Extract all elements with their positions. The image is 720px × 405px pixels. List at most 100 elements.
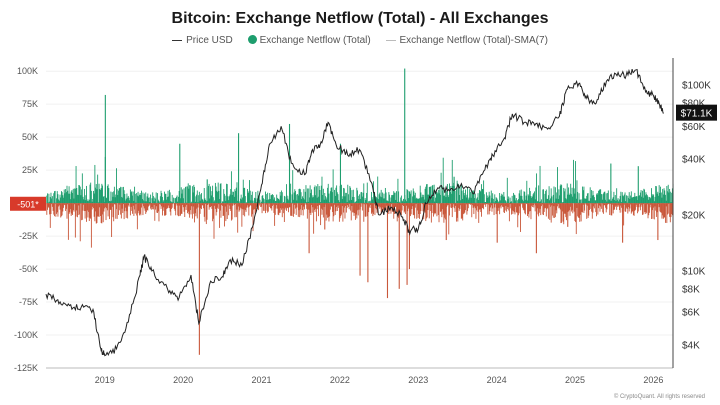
outflow-bar: [250, 203, 252, 206]
outflow-bar: [552, 203, 554, 216]
outflow-bar: [458, 203, 459, 208]
inflow-bar: [219, 198, 221, 204]
outflow-bar: [201, 203, 203, 206]
legend-sma[interactable]: Exchange Netflow (Total)-SMA(7): [385, 35, 548, 46]
outflow-bar: [614, 203, 616, 210]
netflow-spike: [637, 166, 639, 204]
outflow-bar: [52, 203, 54, 211]
outflow-bar: [664, 203, 666, 223]
inflow-bar: [536, 173, 538, 204]
netflow-spike: [657, 203, 659, 241]
inflow-bar: [458, 194, 460, 204]
inflow-bar: [557, 167, 558, 204]
outflow-bar: [501, 203, 503, 206]
inflow-bar: [384, 187, 386, 204]
inflow-bar: [178, 190, 180, 204]
outflow-bar: [79, 203, 81, 242]
inflow-bar: [669, 191, 671, 204]
outflow-bar: [237, 203, 239, 233]
inflow-bar: [203, 201, 204, 204]
outflow-bar: [429, 203, 431, 205]
outflow-bar: [126, 203, 128, 212]
outflow-bar: [144, 203, 146, 211]
inflow-bar: [462, 189, 464, 204]
outflow-bar: [608, 203, 610, 205]
inflow-bar: [380, 189, 382, 204]
legend-price[interactable]: Price USD: [172, 35, 233, 46]
inflow-bar: [428, 187, 430, 204]
outflow-bar: [625, 203, 627, 208]
inflow-bar: [352, 196, 354, 204]
outflow-bar: [561, 203, 563, 212]
inflow-bar: [235, 187, 237, 204]
outflow-bar: [164, 203, 165, 216]
inflow-bar: [310, 193, 312, 204]
inflow-bar: [538, 185, 540, 204]
outflow-bar: [111, 203, 113, 238]
legend-netflow[interactable]: Exchange Netflow (Total): [247, 35, 371, 46]
outflow-bar: [258, 203, 260, 206]
inflow-bar: [422, 197, 424, 204]
outflow-bar: [47, 203, 48, 210]
outflow-bar: [149, 203, 151, 205]
inflow-bar: [77, 195, 79, 204]
outflow-bar: [365, 203, 367, 217]
inflow-bar: [61, 192, 63, 204]
inflow-bar: [403, 198, 404, 204]
inflow-bar: [273, 199, 275, 204]
outflow-bar: [72, 203, 74, 216]
outflow-bar: [559, 203, 560, 208]
inflow-bar: [72, 188, 74, 204]
inflow-bar: [605, 193, 607, 204]
inflow-bar: [158, 201, 160, 204]
outflow-bar: [635, 203, 636, 210]
inflow-bar: [382, 198, 384, 204]
outflow-bar: [148, 203, 149, 207]
inflow-bar: [417, 198, 419, 204]
outflow-bar: [553, 203, 555, 207]
inflow-bar: [54, 190, 56, 204]
inflow-bar: [658, 195, 659, 204]
outflow-bar: [440, 203, 442, 212]
outflow-bar: [88, 203, 90, 212]
outflow-bar: [350, 203, 351, 211]
inflow-bar: [60, 197, 62, 204]
inflow-bar: [77, 194, 78, 204]
outflow-bar: [576, 203, 578, 208]
outflow-bar: [113, 203, 115, 222]
inflow-bar: [387, 201, 389, 204]
outflow-bar: [660, 203, 662, 213]
outflow-bar: [364, 203, 365, 205]
x-tick-label: 2024: [487, 375, 507, 385]
inflow-bar: [164, 193, 166, 204]
outflow-bar: [116, 203, 117, 210]
inflow-bar: [168, 189, 170, 204]
outflow-bar: [95, 203, 97, 212]
inflow-bar: [138, 196, 140, 204]
inflow-bar: [353, 196, 355, 204]
outflow-bar: [377, 203, 379, 207]
inflow-bar: [582, 190, 584, 204]
inflow-bar: [646, 194, 648, 204]
inflow-bar: [205, 201, 207, 204]
inflow-bar: [244, 196, 246, 204]
inflow-bar: [543, 189, 544, 204]
outflow-bar: [456, 203, 458, 218]
inflow-bar: [305, 185, 307, 204]
outflow-bar: [563, 203, 565, 225]
outflow-bar: [309, 203, 311, 213]
inflow-bar: [200, 194, 202, 204]
inflow-bar: [103, 196, 105, 204]
inflow-bar: [228, 196, 230, 204]
outflow-bar: [575, 203, 577, 223]
outflow-bar: [75, 203, 77, 217]
outflow-bar: [453, 203, 455, 209]
outflow-bar: [195, 203, 197, 217]
outflow-bar: [514, 203, 516, 215]
inflow-bar: [669, 188, 671, 204]
inflow-bar: [193, 184, 195, 204]
outflow-bar: [68, 203, 70, 214]
outflow-bar: [647, 203, 649, 219]
inflow-bar: [425, 186, 427, 204]
inflow-bar: [159, 202, 161, 204]
